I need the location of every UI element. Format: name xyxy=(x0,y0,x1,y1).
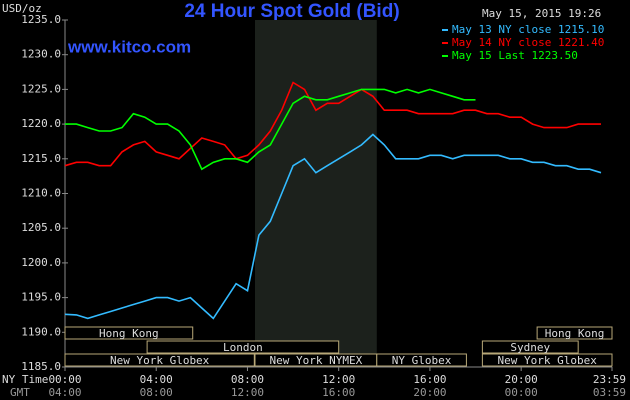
legend-label: May 14 NY close 1221.40 xyxy=(452,36,604,49)
series-line xyxy=(65,88,476,171)
session-label: NY Globex xyxy=(392,354,452,367)
x-tick-label: 23:59 xyxy=(593,373,626,386)
y-tick-label: 1235.0 xyxy=(21,13,61,26)
x-tick-label: 12:00 xyxy=(322,373,355,386)
session-box xyxy=(64,326,194,340)
y-tick-label: 1210.0 xyxy=(21,187,61,200)
gmt-tick-label: 03:59 xyxy=(593,386,626,399)
chart-title: 24 Hour Spot Gold (Bid) xyxy=(184,1,399,22)
x-row-label: NY Time xyxy=(2,373,48,386)
gmt-tick-label: 16:00 xyxy=(322,386,355,399)
highlight-band xyxy=(254,20,377,367)
x2-row-label: GMT xyxy=(10,386,30,399)
y-tick-label: 1185.0 xyxy=(21,360,61,373)
y-tick-label: 1215.0 xyxy=(21,152,61,165)
y-tick-label: 1220.0 xyxy=(21,117,61,130)
session-label: New York Globex xyxy=(110,354,210,367)
legend-label: May 13 NY close 1215.10 xyxy=(452,23,604,36)
y-tick-label: 1195.0 xyxy=(21,291,61,304)
session-label: Hong Kong xyxy=(545,327,605,340)
legend-label: May 15 Last 1223.50 xyxy=(452,49,578,62)
session-label: London xyxy=(223,341,263,354)
watermark: www.kitco.com xyxy=(67,37,191,56)
gmt-tick-label: 12:00 xyxy=(231,386,264,399)
x-tick-label: 00:00 xyxy=(48,373,81,386)
gmt-tick-label: 08:00 xyxy=(140,386,173,399)
session-label: Sydney xyxy=(510,341,550,354)
x-tick-label: 08:00 xyxy=(231,373,264,386)
gmt-tick-label: 00:00 xyxy=(505,386,538,399)
y-tick-label: 1225.0 xyxy=(21,82,61,95)
y-tick-label: 1230.0 xyxy=(21,48,61,61)
gmt-tick-label: 04:00 xyxy=(48,386,81,399)
y-tick-label: 1200.0 xyxy=(21,256,61,269)
unit-label: USD/oz xyxy=(2,2,42,15)
timestamp: May 15, 2015 19:26 xyxy=(482,7,601,20)
session-box xyxy=(481,353,613,367)
session-box xyxy=(536,326,613,340)
y-tick-label: 1190.0 xyxy=(21,325,61,338)
series-line xyxy=(64,133,602,320)
session-label: New York NYMEX xyxy=(270,354,363,367)
session-box xyxy=(481,340,579,354)
session-box xyxy=(376,353,467,367)
session-label: New York Globex xyxy=(498,354,598,367)
x-tick-label: 16:00 xyxy=(413,373,446,386)
y-tick-label: 1205.0 xyxy=(21,221,61,234)
gmt-tick-label: 20:00 xyxy=(413,386,446,399)
series-line xyxy=(64,81,601,167)
session-box xyxy=(146,340,340,354)
x-tick-label: 04:00 xyxy=(140,373,173,386)
x-tick-label: 20:00 xyxy=(505,373,538,386)
session-box xyxy=(64,353,255,367)
session-label: Hong Kong xyxy=(99,327,159,340)
